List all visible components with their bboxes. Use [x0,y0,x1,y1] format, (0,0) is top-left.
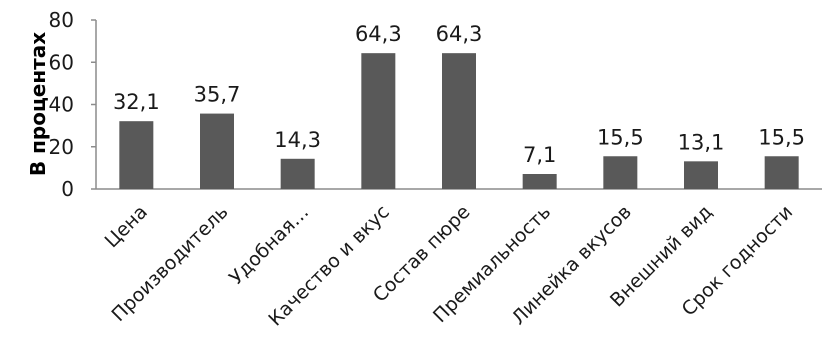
bar [603,156,638,189]
bar [280,158,315,189]
data-label: 64,3 [436,22,483,46]
y-tick-label: 0 [61,177,74,201]
bar [119,121,154,189]
data-label: 7,1 [523,143,556,167]
y-axis-title-group: В процентах [26,32,50,176]
bars [119,53,799,190]
data-label: 35,7 [194,83,241,107]
y-tick-label: 20 [49,135,74,159]
y-tick-label: 60 [49,50,74,74]
bar [361,53,396,190]
bar [200,113,234,189]
category-label: Цена [101,201,152,252]
data-label: 32,1 [113,90,160,114]
category-label: Удобная… [225,201,313,289]
data-label: 14,3 [274,128,321,152]
data-label: 13,1 [678,130,725,154]
data-labels: 32,1 35,7 14,3 64,3 64,3 7,1 15,5 13,1 15,5 [113,22,805,167]
y-axis-ticks: 0 20 40 60 80 [49,8,96,201]
bar [764,156,799,189]
bar [442,53,476,190]
y-tick-label: 40 [49,93,74,117]
y-axis-title: В процентах [26,32,50,176]
y-tick-label: 80 [49,8,74,32]
data-label: 15,5 [597,125,644,149]
bar [684,161,718,189]
data-label: 15,5 [758,125,805,149]
bar [522,174,557,189]
data-label: 64,3 [355,22,402,46]
